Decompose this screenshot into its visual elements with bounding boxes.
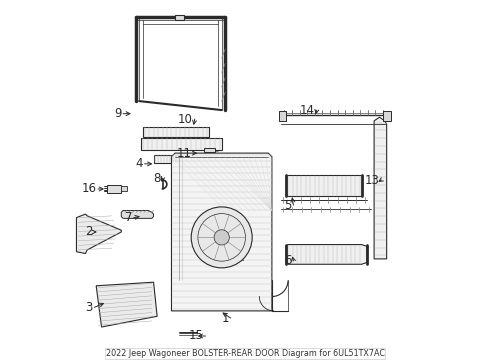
FancyBboxPatch shape bbox=[175, 15, 184, 21]
FancyBboxPatch shape bbox=[143, 127, 209, 137]
Text: 6: 6 bbox=[284, 254, 292, 267]
Text: 15: 15 bbox=[189, 329, 204, 342]
Text: 13: 13 bbox=[365, 174, 379, 186]
Circle shape bbox=[214, 230, 229, 245]
Text: 7: 7 bbox=[124, 211, 132, 224]
Text: 14: 14 bbox=[300, 104, 315, 117]
Polygon shape bbox=[172, 153, 272, 311]
Text: 5: 5 bbox=[284, 199, 292, 212]
FancyBboxPatch shape bbox=[153, 155, 180, 163]
FancyBboxPatch shape bbox=[121, 186, 127, 192]
Text: 3: 3 bbox=[85, 301, 93, 314]
FancyBboxPatch shape bbox=[383, 111, 391, 121]
Text: 8: 8 bbox=[153, 172, 161, 185]
Text: 9: 9 bbox=[114, 107, 122, 120]
Polygon shape bbox=[122, 211, 153, 219]
Text: 2022 Jeep Wagoneer BOLSTER-REAR DOOR Diagram for 6UL51TX7AC: 2022 Jeep Wagoneer BOLSTER-REAR DOOR Dia… bbox=[105, 349, 385, 358]
FancyBboxPatch shape bbox=[141, 138, 221, 149]
FancyBboxPatch shape bbox=[107, 185, 122, 193]
Text: 10: 10 bbox=[178, 113, 193, 126]
Text: 11: 11 bbox=[176, 147, 191, 159]
Text: 1: 1 bbox=[221, 311, 229, 325]
Text: 12: 12 bbox=[224, 254, 240, 267]
Polygon shape bbox=[286, 244, 367, 264]
Text: 16: 16 bbox=[81, 183, 96, 195]
Circle shape bbox=[191, 207, 252, 268]
Polygon shape bbox=[96, 282, 157, 327]
FancyBboxPatch shape bbox=[237, 246, 244, 254]
Polygon shape bbox=[374, 117, 387, 259]
Text: 4: 4 bbox=[135, 157, 143, 170]
FancyBboxPatch shape bbox=[204, 148, 215, 152]
Polygon shape bbox=[76, 214, 122, 253]
FancyBboxPatch shape bbox=[286, 175, 362, 196]
FancyBboxPatch shape bbox=[279, 111, 286, 121]
Text: 2: 2 bbox=[85, 225, 93, 238]
